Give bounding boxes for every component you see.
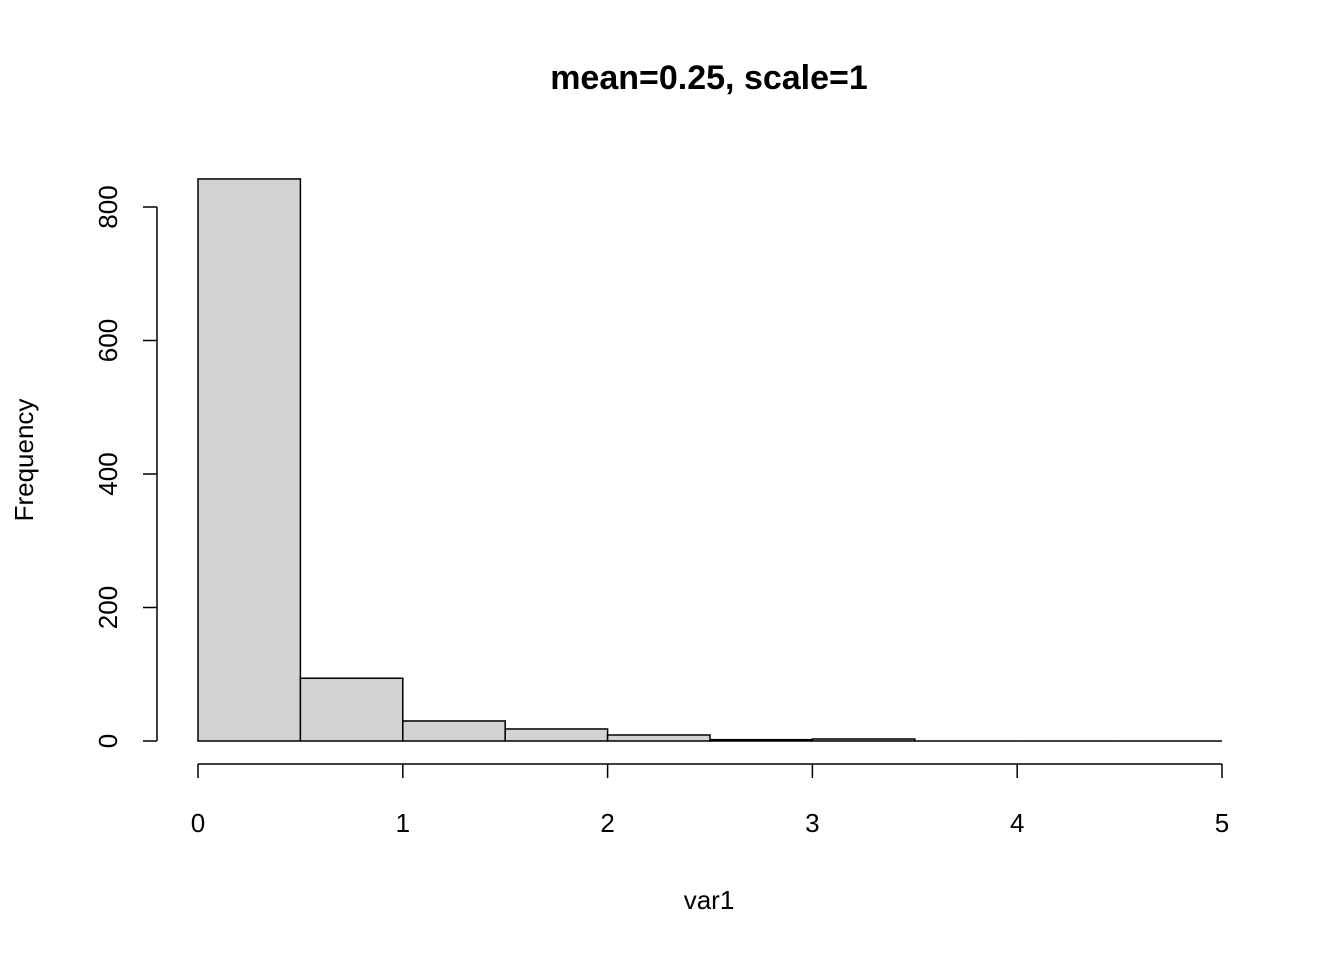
y-tick-label: 0 <box>93 734 123 748</box>
bar <box>299 677 404 742</box>
bar <box>197 178 302 742</box>
x-tick-label: 0 <box>191 808 205 838</box>
bar <box>709 738 814 742</box>
y-axis-label: Frequency <box>9 399 39 522</box>
bar <box>402 720 506 742</box>
y-tick-label: 400 <box>93 452 123 495</box>
y-tick-label: 200 <box>93 586 123 629</box>
y-tick-label: 800 <box>93 185 123 228</box>
bar <box>504 728 609 742</box>
x-tick-label: 4 <box>1010 808 1024 838</box>
x-tick-label: 1 <box>396 808 410 838</box>
bar <box>811 738 916 742</box>
x-axis-label: var1 <box>684 885 735 915</box>
x-tick-label: 5 <box>1215 808 1229 838</box>
y-tick-label: 600 <box>93 319 123 362</box>
bar <box>606 734 711 742</box>
x-tick-label: 2 <box>600 808 614 838</box>
chart-title: mean=0.25, scale=1 <box>550 59 868 97</box>
x-tick-label: 3 <box>805 808 819 838</box>
